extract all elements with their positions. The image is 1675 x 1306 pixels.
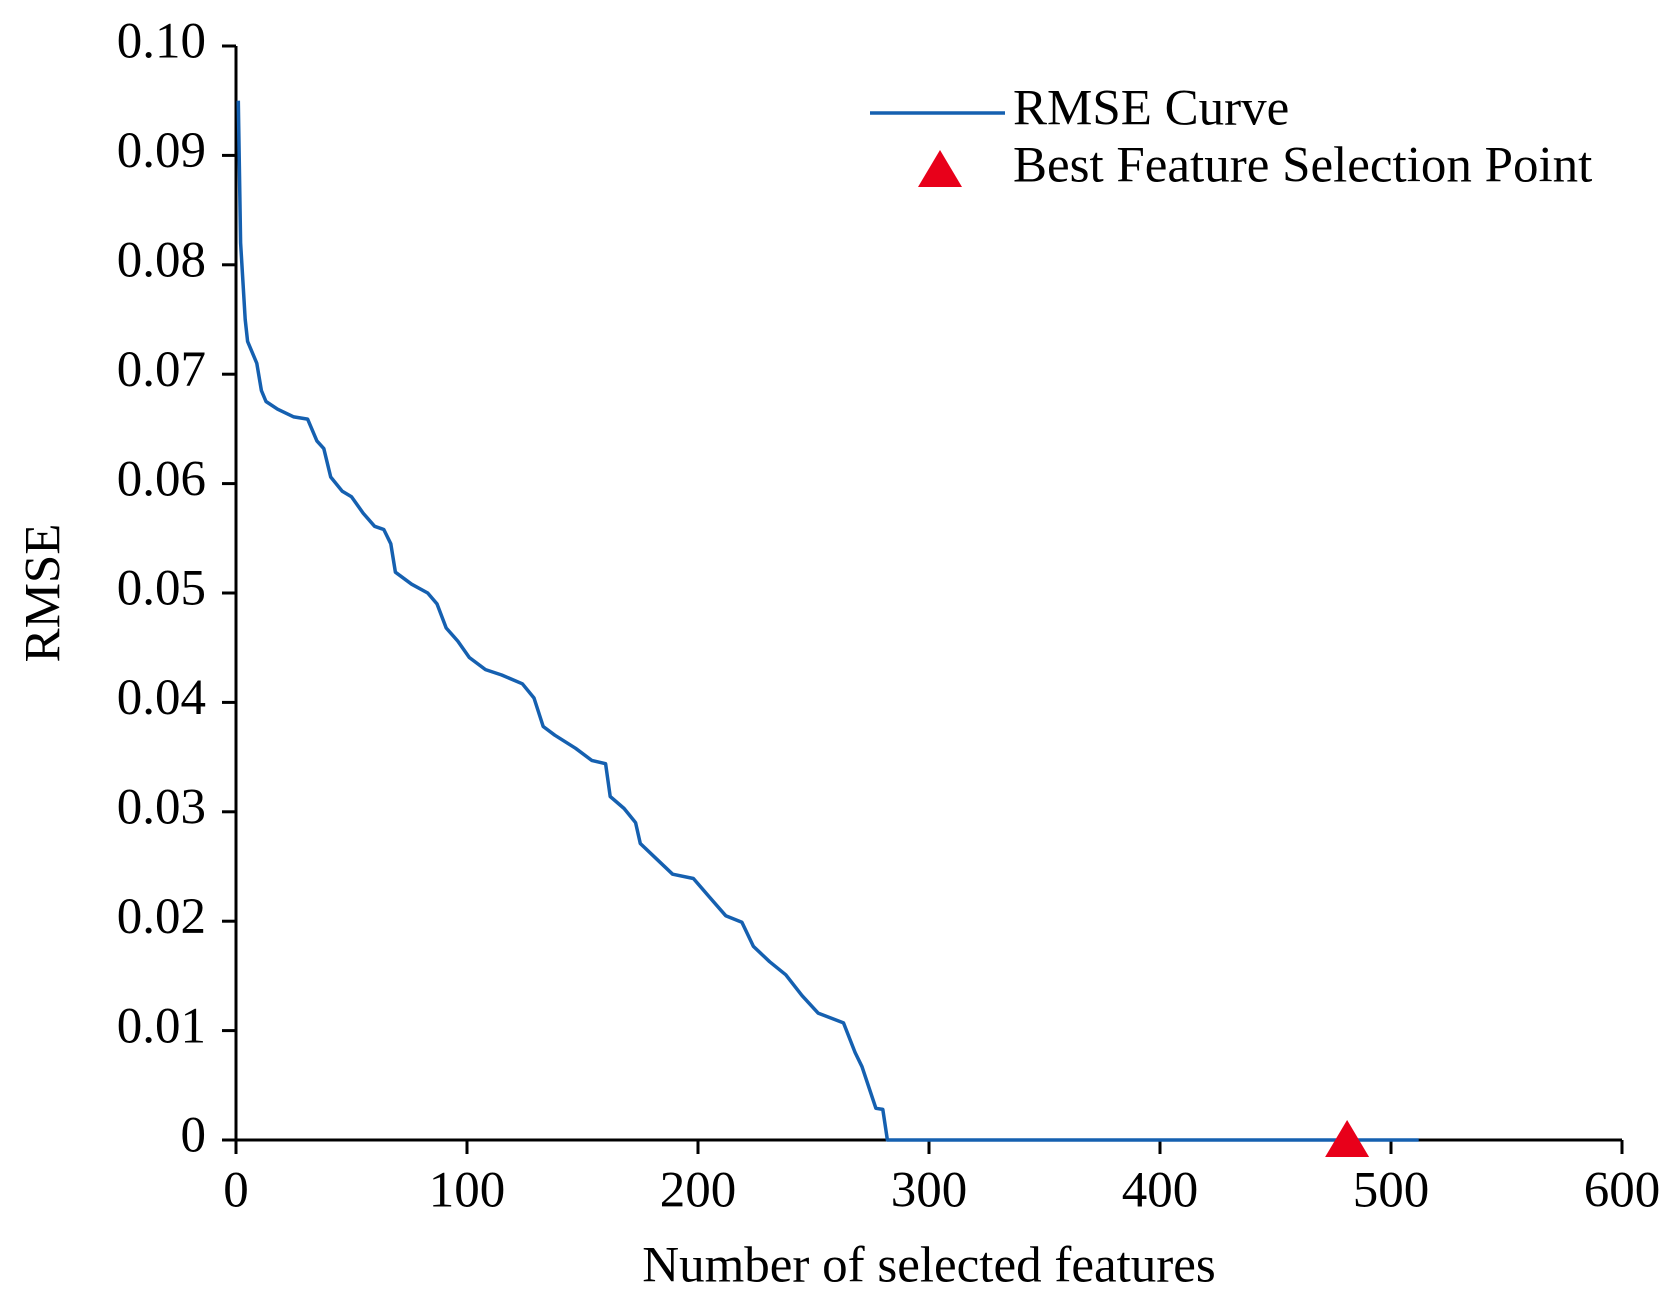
x-tick-label: 500 — [1353, 1163, 1430, 1219]
x-tick-label: 200 — [660, 1163, 737, 1219]
y-axis-title: RMSE — [16, 524, 72, 663]
x-tick-label: 0 — [223, 1163, 249, 1219]
legend-marker — [918, 150, 962, 187]
y-tick-label: 0.04 — [117, 670, 206, 726]
y-tick-label: 0.09 — [117, 123, 206, 179]
y-tick-label: 0.08 — [117, 233, 206, 289]
y-tick-label: 0 — [181, 1108, 207, 1164]
x-tick-label: 400 — [1122, 1163, 1199, 1219]
x-tick-label: 300 — [891, 1163, 968, 1219]
y-tick-label: 0.03 — [117, 780, 206, 836]
y-tick-label: 0.02 — [117, 889, 206, 945]
y-tick-label: 0.07 — [117, 342, 206, 398]
x-axis-title: Number of selected features — [642, 1238, 1215, 1294]
y-tick-label: 0.01 — [117, 998, 206, 1054]
marker — [1325, 1120, 1370, 1157]
x-tick-label: 100 — [429, 1163, 506, 1219]
y-tick-label: 0.06 — [117, 451, 206, 507]
legend-label: Best Feature Selection Point — [1013, 138, 1592, 194]
legend-label: RMSE Curve — [1013, 81, 1289, 137]
y-tick-label: 0.10 — [117, 14, 206, 70]
y-tick-label: 0.05 — [117, 561, 206, 617]
line — [236, 100, 1419, 1142]
x-tick-label: 600 — [1584, 1163, 1661, 1219]
